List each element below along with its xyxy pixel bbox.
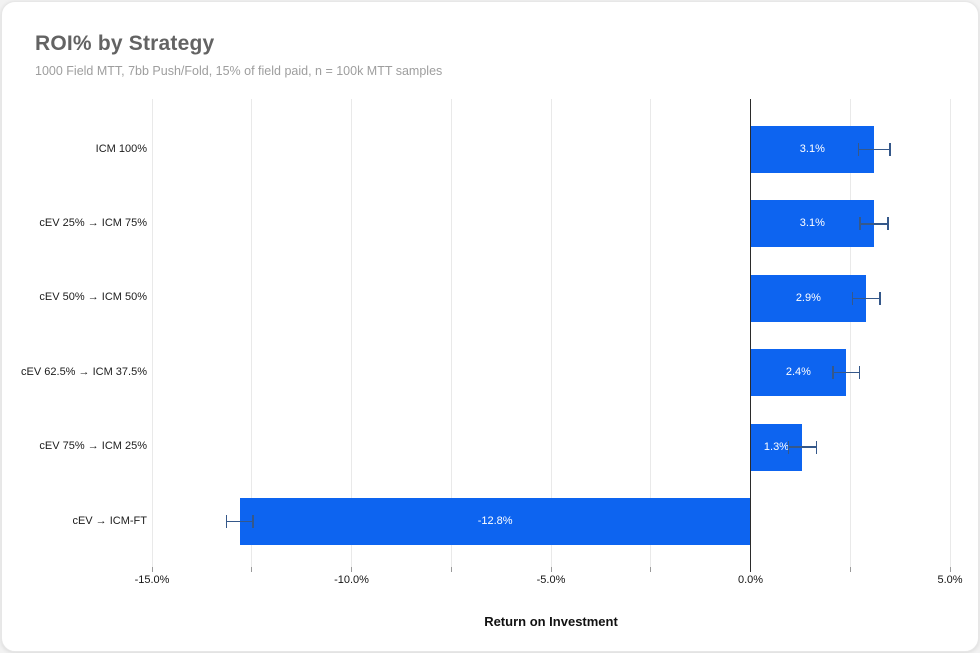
gridline — [450, 99, 452, 567]
error-bar-cap — [787, 440, 790, 454]
gridline — [650, 99, 652, 567]
bar-value-label: 1.3% — [763, 440, 789, 453]
category-label: cEV 75% → ICM 25% — [39, 440, 147, 453]
chart-subtitle: 1000 Field MTT, 7bb Push/Fold, 15% of fi… — [35, 64, 443, 78]
error-bar — [858, 148, 890, 151]
bar-value-label: -12.8% — [477, 515, 513, 527]
error-bar-cap — [879, 291, 881, 305]
error-bar — [226, 520, 253, 523]
axis-tick — [351, 567, 352, 572]
error-bar — [788, 446, 817, 448]
zero-line — [749, 99, 752, 572]
bar — [750, 349, 847, 397]
bar — [750, 126, 875, 173]
axis-tick — [151, 567, 153, 572]
error-bar-cap — [815, 440, 818, 454]
error-bar-cap — [252, 515, 254, 528]
x-tick-label: -10.0% — [334, 574, 369, 586]
error-bar — [860, 223, 889, 225]
error-bar-cap — [832, 366, 834, 380]
error-bar — [833, 371, 860, 374]
bar-value-label: 2.9% — [795, 291, 821, 304]
bar-value-label: 3.1% — [799, 143, 825, 155]
x-tick-label: 5.0% — [937, 574, 963, 586]
error-bar-cap — [887, 217, 889, 231]
x-axis-title: Return on Investment — [484, 614, 618, 629]
axis-tick — [550, 567, 552, 572]
category-label: cEV → ICM-FT — [72, 514, 147, 527]
x-tick-label: 0.0% — [737, 574, 764, 586]
error-bar-cap — [851, 291, 854, 305]
category-label: cEV 25% → ICM 75% — [39, 216, 147, 229]
bar — [750, 200, 875, 248]
axis-tick — [650, 567, 652, 572]
chart-title: ROI% by Strategy — [35, 32, 215, 55]
axis-tick — [251, 567, 253, 572]
error-bar-cap — [857, 143, 860, 156]
category-label: cEV 62.5% → ICM 37.5% — [21, 365, 147, 378]
category-label: ICM 100% — [95, 142, 147, 155]
bar-value-label: 2.4% — [785, 366, 811, 379]
gridline — [849, 99, 851, 567]
gridline — [550, 99, 552, 567]
bar-value-label: 3.1% — [799, 217, 825, 230]
gridline — [151, 99, 153, 567]
error-bar-cap — [225, 515, 228, 528]
x-tick-label: -15.0% — [134, 574, 170, 586]
gridline — [949, 99, 951, 567]
gridline — [251, 99, 253, 567]
error-bar — [852, 297, 880, 300]
gridline — [351, 99, 352, 567]
error-bar-cap — [889, 143, 891, 156]
category-label: cEV 50% → ICM 50% — [39, 291, 147, 304]
axis-tick — [849, 567, 851, 572]
bar — [750, 274, 867, 322]
error-bar-cap — [859, 217, 861, 231]
error-bar-cap — [858, 366, 861, 380]
axis-tick — [450, 567, 452, 572]
bar — [239, 498, 751, 545]
x-tick-label: -5.0% — [536, 574, 566, 586]
axis-tick — [949, 567, 951, 572]
